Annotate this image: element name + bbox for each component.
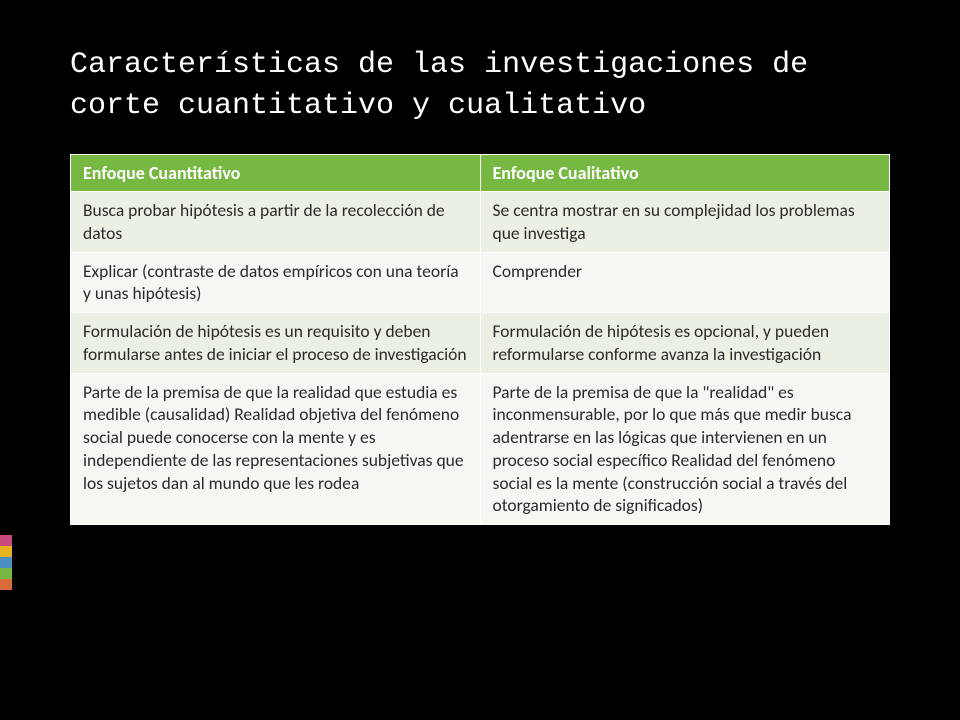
cell-cuantitativo: Busca probar hipótesis a partir de la re… — [71, 192, 481, 253]
slide-content: Características de las investigaciones d… — [0, 0, 960, 555]
column-header-cuantitativo: Enfoque Cuantitativo — [71, 155, 481, 192]
accent-bar — [0, 568, 12, 579]
cell-cualitativo: Comprender — [480, 252, 890, 313]
cell-cuantitativo: Formulación de hipótesis es un requisito… — [71, 313, 481, 374]
cell-cuantitativo: Parte de la premisa de que la realidad q… — [71, 373, 481, 525]
cell-cualitativo: Formulación de hipótesis es opcional, y … — [480, 313, 890, 374]
accent-bar — [0, 535, 12, 546]
accent-bar — [0, 546, 12, 557]
cell-cualitativo: Se centra mostrar en su complejidad los … — [480, 192, 890, 253]
accent-bar — [0, 557, 12, 568]
accent-bar — [0, 579, 12, 590]
table-row: Explicar (contraste de datos empíricos c… — [71, 252, 890, 313]
slide-title: Características de las investigaciones d… — [70, 45, 890, 126]
comparison-table: Enfoque Cuantitativo Enfoque Cualitativo… — [70, 154, 890, 525]
cell-cuantitativo: Explicar (contraste de datos empíricos c… — [71, 252, 481, 313]
accent-bars — [0, 535, 12, 590]
table-header-row: Enfoque Cuantitativo Enfoque Cualitativo — [71, 155, 890, 192]
table-row: Busca probar hipótesis a partir de la re… — [71, 192, 890, 253]
cell-cualitativo: Parte de la premisa de que la "realidad"… — [480, 373, 890, 525]
table-row: Parte de la premisa de que la realidad q… — [71, 373, 890, 525]
table-row: Formulación de hipótesis es un requisito… — [71, 313, 890, 374]
column-header-cualitativo: Enfoque Cualitativo — [480, 155, 890, 192]
